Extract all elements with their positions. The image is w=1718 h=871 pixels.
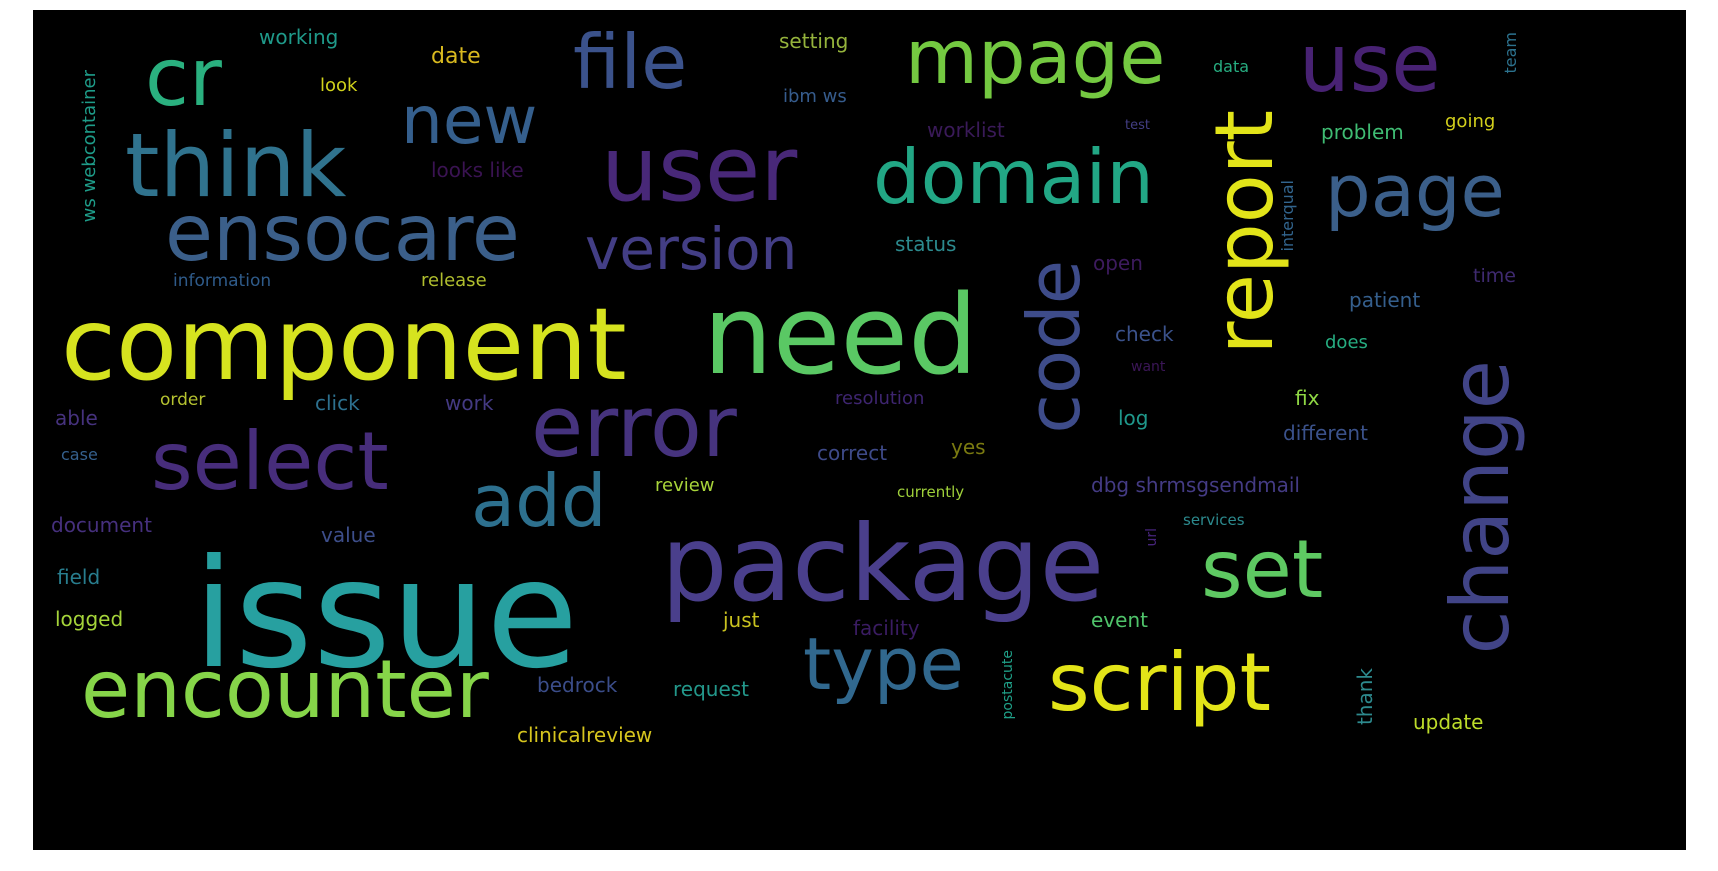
word-update: update [1413,710,1484,734]
word-package: package [661,503,1105,625]
word-report: report [1198,110,1291,355]
word-page: page [1325,149,1505,233]
word-url: url [1144,528,1160,547]
word-status: status [895,232,957,256]
word-fix: fix [1295,386,1320,410]
word-version: version [585,215,798,283]
word-log: log [1118,406,1149,430]
word-select: select [151,415,389,508]
word-looks-like: looks like [431,158,524,182]
word-open: open [1093,251,1143,275]
word-want: want [1131,359,1166,375]
word-ensocare: ensocare [165,189,520,279]
word-document: document [51,513,152,537]
word-field: field [57,565,101,589]
word-add: add [471,459,607,543]
word-need: need [703,271,978,399]
word-interqual: interqual [1278,180,1297,252]
word-time: time [1473,265,1516,287]
word-use: use [1299,17,1441,110]
word-services: services [1183,511,1245,529]
word-order: order [160,390,206,410]
word-patient: patient [1349,288,1421,312]
word-logged: logged [55,607,124,631]
word-correct: correct [817,441,888,465]
word-cloud: issue component need package user error think e… [33,10,1686,850]
word-release: release [421,270,487,291]
word-mpage: mpage [905,13,1166,101]
word-event: event [1091,608,1148,632]
word-ibm-ws: ibm ws [783,86,847,107]
word-just: just [723,608,760,632]
word-going: going [1445,111,1496,132]
word-clinicalreview: clinicalreview [517,723,653,747]
word-script: script [1048,636,1271,729]
word-click: click [315,391,360,415]
word-does: does [1325,332,1368,353]
word-review: review [655,475,715,496]
word-yes: yes [951,435,986,459]
word-file: file [573,18,688,106]
word-user: user [601,117,798,222]
word-cr: cr [145,31,222,124]
word-different: different [1283,421,1368,445]
word-error: error [531,378,737,477]
word-encounter: encounter [81,643,489,736]
word-domain: domain [873,133,1154,221]
word-code: code [1012,260,1096,434]
word-problem: problem [1321,120,1404,144]
word-working: working [259,25,339,49]
word-able: able [55,406,98,430]
word-team: team [1501,32,1520,74]
word-bedrock: bedrock [537,673,618,697]
word-request: request [673,677,750,701]
word-setting: setting [779,29,849,53]
word-thank: thank [1353,668,1377,726]
word-change: change [1434,360,1527,655]
word-dbg-shrmsgsendmail: dbg shrmsgsendmail [1091,473,1300,497]
word-component: component [61,286,627,403]
word-work: work [445,391,494,415]
word-new: new [401,82,538,159]
word-case: case [61,445,98,464]
word-postacute: postacute [1000,650,1016,720]
word-data: data [1213,57,1250,76]
word-value: value [321,523,376,547]
word-set: set [1201,523,1324,616]
word-type: type [803,622,964,706]
word-ws-webcontainer: ws webcontainer [79,70,100,223]
word-information: information [173,271,272,291]
word-worklist: worklist [927,118,1005,142]
word-test: test [1125,118,1150,133]
word-facility: facility [853,616,920,640]
word-think: think [125,114,347,217]
word-resolution: resolution [835,388,925,409]
word-issue: issue [193,528,579,702]
word-date: date [431,44,481,69]
word-currently: currently [897,483,965,501]
word-look: look [320,75,358,96]
word-check: check [1115,322,1174,346]
